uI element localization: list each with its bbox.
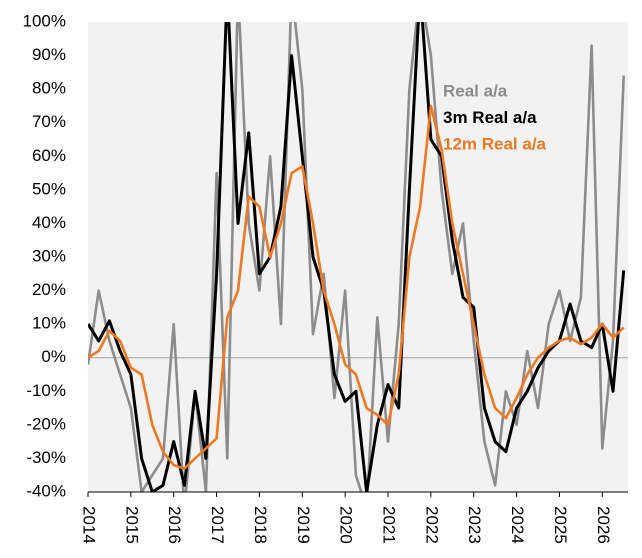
y-tick-label: 40% bbox=[32, 213, 66, 232]
x-tick-label: 2015 bbox=[122, 506, 141, 544]
y-tick-label: 30% bbox=[32, 246, 66, 265]
legend-label: 12m Real a/a bbox=[443, 134, 547, 153]
y-tick-label: 70% bbox=[32, 112, 66, 131]
plot-lines bbox=[88, 22, 626, 492]
legend-label: Real a/a bbox=[443, 81, 508, 100]
x-tick-label: 2025 bbox=[551, 506, 570, 544]
x-tick-label: 2019 bbox=[294, 506, 313, 544]
y-tick-label: -40% bbox=[26, 481, 66, 500]
x-tick-label: 2017 bbox=[208, 506, 227, 544]
x-tick-label: 2020 bbox=[337, 506, 356, 544]
y-tick-label: -20% bbox=[26, 414, 66, 433]
x-tick-label: 2023 bbox=[465, 506, 484, 544]
legend-label: 3m Real a/a bbox=[443, 108, 537, 127]
series-line bbox=[88, 22, 625, 492]
series-line bbox=[88, 104, 625, 470]
x-tick-label: 2022 bbox=[422, 506, 441, 544]
x-tick-label: 2018 bbox=[251, 506, 270, 544]
x-tick-label: 2014 bbox=[80, 506, 99, 544]
y-tick-label: 50% bbox=[32, 179, 66, 198]
x-tick-label: 2026 bbox=[594, 506, 613, 544]
y-tick-label: 0% bbox=[41, 347, 66, 366]
x-tick-label: 2024 bbox=[508, 506, 527, 544]
series-line bbox=[88, 22, 626, 492]
y-tick-label: 10% bbox=[32, 314, 66, 333]
y-tick-label: 100% bbox=[23, 11, 66, 30]
y-tick-label: -10% bbox=[26, 381, 66, 400]
y-tick-label: 90% bbox=[32, 45, 66, 64]
x-tick-label: 2021 bbox=[380, 506, 399, 544]
y-tick-label: 20% bbox=[32, 280, 66, 299]
y-tick-label: 80% bbox=[32, 79, 66, 98]
y-tick-label: 60% bbox=[32, 146, 66, 165]
x-tick-label: 2016 bbox=[165, 506, 184, 544]
y-tick-label: -30% bbox=[26, 448, 66, 467]
